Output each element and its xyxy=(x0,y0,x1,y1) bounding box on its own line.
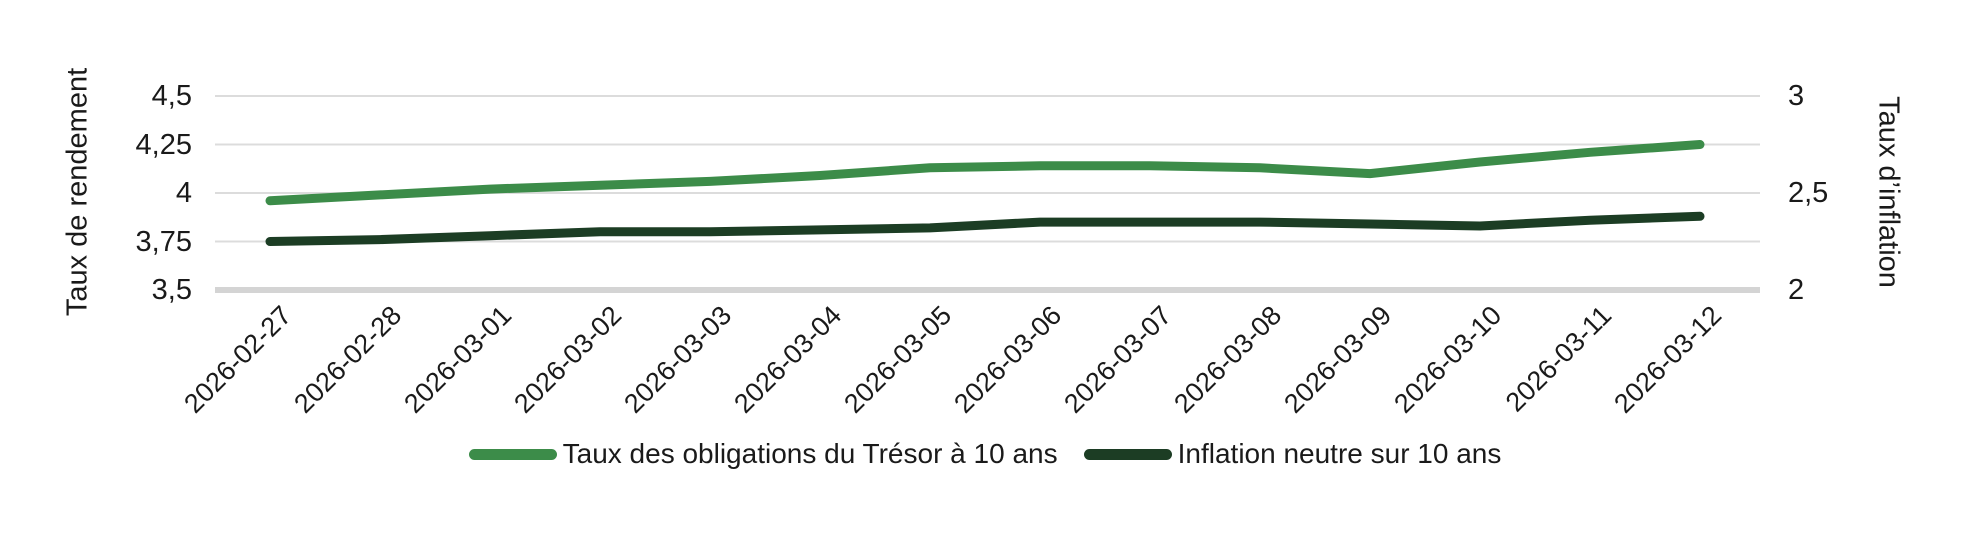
legend-label-treasury: Taux des obligations du Trésor à 10 ans xyxy=(562,438,1058,469)
y-tick-label-left: 3,75 xyxy=(135,225,192,258)
y-tick-label-right: 2 xyxy=(1788,274,1805,306)
y-tick-label-right: 2,5 xyxy=(1788,177,1829,209)
y-tick-label-left: 4,5 xyxy=(151,80,192,112)
legend: Taux des obligations du Trésor à 10 ans … xyxy=(0,438,1970,470)
plot-area xyxy=(215,95,1760,293)
legend-item-treasury: Taux des obligations du Trésor à 10 ans xyxy=(468,438,1058,470)
y-tick-label-left: 3,5 xyxy=(151,274,192,306)
treasury-line-swatch xyxy=(468,448,557,460)
y-tick-label-left: 4 xyxy=(175,177,192,209)
y-tick-label-right: 3 xyxy=(1788,80,1805,112)
y-tick-label-left: 4,25 xyxy=(135,128,192,161)
breakeven-inflation-line xyxy=(265,211,1705,246)
legend-label-inflation: Inflation neutre sur 10 ans xyxy=(1177,438,1502,469)
legend-item-inflation: Inflation neutre sur 10 ans xyxy=(1083,438,1502,470)
treasury-yield-line xyxy=(265,140,1705,206)
inflation-line-swatch xyxy=(1083,448,1172,460)
